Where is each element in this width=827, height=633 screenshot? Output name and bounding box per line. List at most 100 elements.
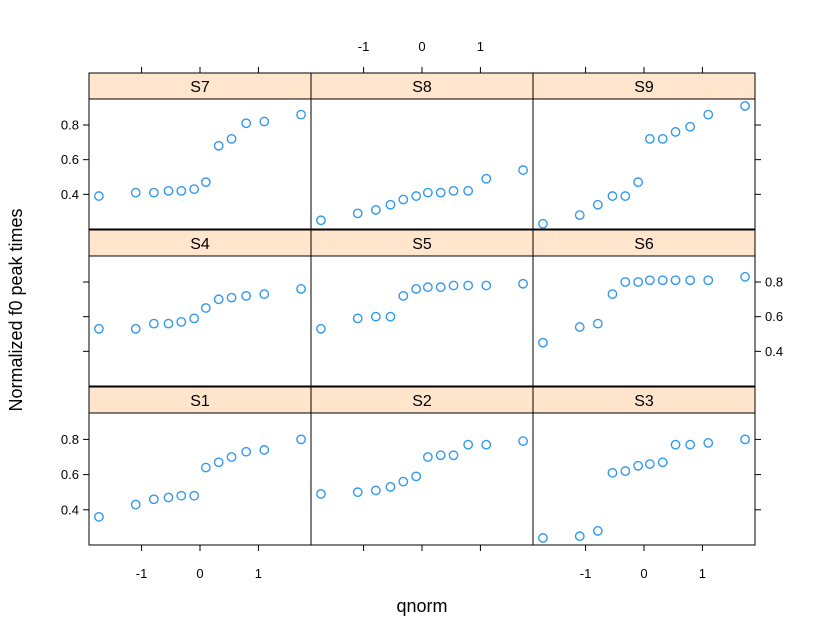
x-tick-label: 1: [255, 566, 262, 581]
data-point: [148, 187, 159, 198]
data-point: [538, 218, 548, 229]
data-point: [352, 313, 363, 324]
data-point: [316, 215, 326, 226]
axis-ticks: -1 0 1 -1 0 1 -1 0 1 0.4 0.6 0.8 0.4 0.6 0.8 0.4 0.6 0.8: [61, 39, 783, 581]
data-point: [670, 275, 681, 286]
data-point: [435, 450, 446, 461]
data-point: [226, 292, 237, 303]
data-point: [130, 323, 141, 334]
data-point: [241, 446, 252, 457]
strip-label: S9: [634, 79, 654, 96]
data-point: [740, 434, 750, 445]
data-point: [411, 471, 422, 482]
data-point: [148, 494, 159, 505]
data-point: [385, 199, 396, 210]
data-point: [163, 318, 174, 329]
y-tick-label: 0.8: [61, 118, 79, 133]
data-point: [385, 482, 396, 492]
data-point: [633, 277, 644, 287]
x-tick-label: 0: [640, 566, 647, 581]
data-point: [296, 434, 306, 445]
data-point: [241, 290, 252, 301]
x-axis-title: qnorm: [396, 596, 447, 616]
data-point: [435, 187, 446, 198]
data-point: [213, 140, 224, 151]
data-point: [448, 450, 459, 461]
panel-s4: S4: [88, 229, 312, 387]
data-point: [703, 438, 714, 448]
y-tick-label: 0.6: [61, 152, 79, 167]
data-point: [620, 466, 631, 476]
data-point: [644, 275, 655, 286]
data-point: [148, 318, 159, 329]
panel-frame: [532, 255, 756, 387]
data-point: [163, 185, 174, 196]
panel-frame: [88, 98, 312, 230]
data-point: [176, 316, 187, 327]
data-point: [200, 462, 211, 473]
data-point: [620, 277, 631, 287]
data-point: [463, 439, 474, 450]
data-point: [398, 476, 409, 487]
data-point: [670, 439, 681, 450]
data-point: [607, 289, 618, 300]
x-tick-label: -1: [358, 39, 370, 54]
data-point: [213, 294, 224, 305]
y-tick-label: 0.6: [765, 309, 783, 324]
data-point: [411, 191, 422, 201]
panel-s7: S7: [88, 72, 312, 230]
panel-s8: S8: [310, 72, 534, 230]
y-tick-label: 0.6: [61, 467, 79, 482]
panel-frame: [310, 255, 534, 387]
data-point: [592, 199, 603, 210]
data-point: [352, 208, 363, 219]
data-point: [259, 445, 270, 455]
data-point: [370, 311, 381, 322]
data-point: [463, 185, 474, 196]
data-point: [644, 459, 655, 469]
data-point: [316, 489, 326, 499]
panel-s6: S6: [532, 229, 756, 387]
data-point: [200, 303, 211, 313]
data-point: [518, 165, 528, 175]
data-point: [370, 485, 381, 496]
data-point: [740, 271, 750, 282]
data-point: [241, 118, 252, 129]
strip-background: [310, 386, 534, 414]
y-tick-label: 0.4: [61, 187, 79, 202]
data-point: [94, 191, 104, 201]
strip-label: S1: [190, 393, 210, 410]
y-tick-label: 0.8: [61, 432, 79, 447]
data-point: [685, 275, 696, 286]
strip-background: [88, 72, 312, 100]
panel-s5: S5: [310, 229, 534, 387]
strip-label: S2: [412, 393, 432, 410]
strip-background: [532, 229, 756, 257]
data-point: [296, 109, 306, 120]
data-point: [633, 177, 644, 188]
data-point: [657, 275, 668, 286]
data-point: [703, 275, 714, 286]
data-point: [657, 133, 668, 144]
data-point: [644, 133, 655, 144]
data-point: [481, 280, 492, 291]
x-tick-label: -1: [136, 566, 148, 581]
x-tick-label: 0: [418, 39, 425, 54]
panel-s9: S9: [532, 72, 756, 230]
x-tick-label: 1: [699, 566, 706, 581]
data-point: [422, 187, 433, 198]
y-tick-label: 0.4: [61, 502, 79, 517]
panel-frame: [310, 98, 534, 230]
y-tick-label: 0.4: [765, 344, 783, 359]
data-point: [189, 313, 200, 324]
panel-frame: [88, 255, 312, 387]
data-point: [633, 460, 644, 471]
y-tick-label: 0.8: [765, 275, 783, 290]
data-point: [518, 436, 528, 447]
data-point: [189, 184, 200, 195]
data-point: [607, 191, 618, 201]
data-point: [448, 280, 459, 291]
data-point: [607, 467, 618, 478]
panel-s2: S2: [310, 386, 534, 546]
